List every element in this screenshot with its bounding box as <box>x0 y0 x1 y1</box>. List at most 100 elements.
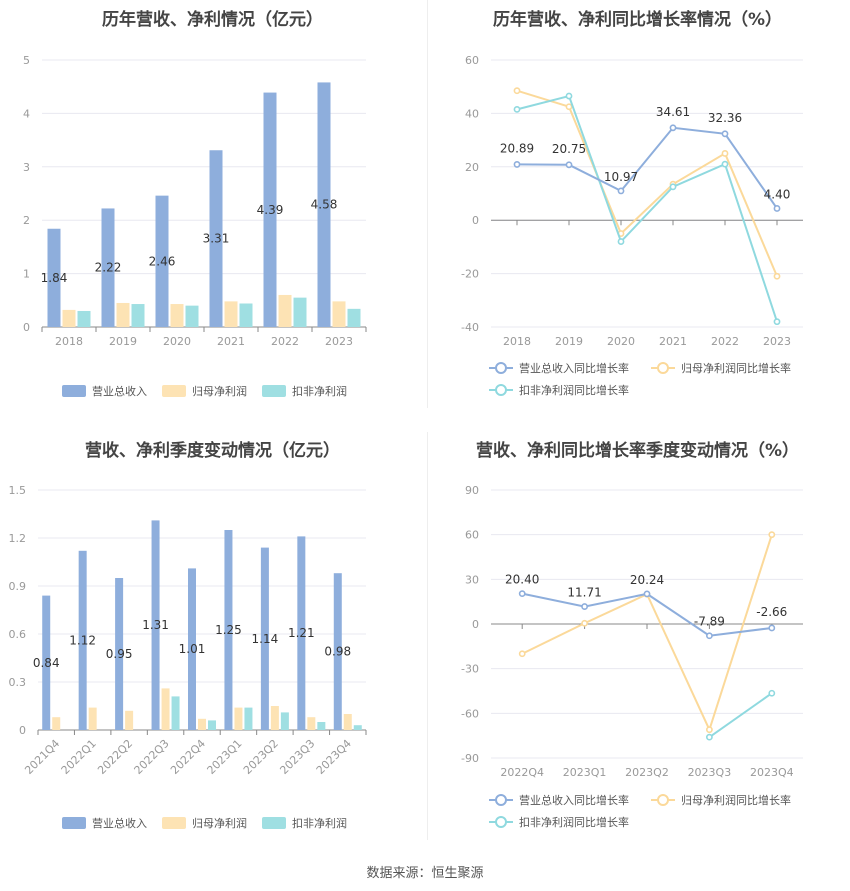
data-label: -2.66 <box>756 605 787 619</box>
x-tick-label: 2020 <box>607 335 635 348</box>
y-tick-label: 5 <box>23 54 30 67</box>
bar-net-profit <box>52 717 61 730</box>
bar-revenue <box>78 550 87 730</box>
legend-label: 营业总收入同比增长率 <box>519 361 629 375</box>
data-point <box>581 619 588 627</box>
y-tick-label: 20 <box>465 161 479 174</box>
y-tick-label: -20 <box>461 268 479 281</box>
y-tick-label: 1 <box>23 268 30 281</box>
y-tick-label: 40 <box>465 107 479 120</box>
data-point <box>705 733 713 741</box>
bar-deducted-profit <box>171 696 180 730</box>
chart-title: 营收、净利季度变动情况（亿元） <box>85 441 340 461</box>
y-tick-label: 1.5 <box>9 484 27 497</box>
data-label: 0.98 <box>324 645 351 659</box>
data-label: 1.84 <box>41 271 68 285</box>
y-tick-label: 60 <box>465 529 479 542</box>
x-tick-label: 2023Q3 <box>277 737 317 777</box>
legend-label: 扣非净利润同比增长率 <box>519 815 629 829</box>
legend-label: 扣非净利润同比增长率 <box>519 383 629 397</box>
bar-net-profit <box>343 714 352 730</box>
bar-revenue <box>155 195 169 327</box>
data-point <box>518 590 526 598</box>
bar-net-profit <box>224 301 238 327</box>
data-point <box>643 590 651 598</box>
bar-net-profit <box>198 718 206 730</box>
bar-net-profit <box>62 309 76 327</box>
data-point <box>617 238 625 245</box>
data-label: 20.24 <box>630 573 664 587</box>
bar-deducted-profit <box>77 310 91 327</box>
x-tick-label: 2021Q4 <box>22 737 62 777</box>
bar-net-profit <box>125 710 134 730</box>
y-tick-label: -90 <box>461 752 479 765</box>
y-tick-label: 0 <box>472 618 479 631</box>
vertical-divider <box>427 432 428 840</box>
data-point <box>518 650 526 658</box>
data-label: 20.75 <box>552 142 586 156</box>
series-line-1 <box>516 89 778 277</box>
data-point <box>565 161 573 169</box>
y-tick-label: 60 <box>465 54 479 67</box>
data-label: 32.36 <box>708 111 742 125</box>
legend-label: 扣非净利润 <box>292 816 347 830</box>
bar-revenue <box>333 573 342 730</box>
legend-swatch <box>62 385 86 397</box>
legend-swatch <box>62 817 86 829</box>
data-label: -7.89 <box>694 615 725 629</box>
bar-revenue <box>42 595 51 730</box>
bar-deducted-profit <box>317 722 326 730</box>
legend-swatch <box>262 817 286 829</box>
data-point <box>768 624 776 632</box>
legend-label: 营业总收入 <box>92 384 147 398</box>
legend-marker <box>657 362 669 374</box>
x-tick-label: 2022Q4 <box>500 766 544 779</box>
series-line-0 <box>516 126 778 210</box>
legend-label: 归母净利润 <box>192 384 247 398</box>
data-point <box>705 726 713 734</box>
quarterly-growth-panel: 营收、净利同比增长率季度变动情况（%） -90 -60 -30 0 30 60 90 2022… <box>425 428 850 848</box>
y-tick-label: -30 <box>461 663 479 676</box>
legend-marker <box>495 816 507 828</box>
annual-growth-panel: 历年营收、净利同比增长率情况（%） -40 -20 0 20 40 60 2018 2019 2… <box>425 0 850 420</box>
x-tick-label: 2023Q1 <box>205 737 245 777</box>
bar-revenue <box>260 547 269 730</box>
x-tick-label: 2023Q4 <box>314 737 354 777</box>
y-tick-label: 0.9 <box>9 580 27 593</box>
annual-revenue-profit-panel: 历年营收、净利情况（亿元） 0 1 2 3 4 5 1.84 2018 2.22 2019 2.46… <box>0 0 425 420</box>
y-tick-label: 30 <box>465 573 479 586</box>
quarterly-growth-chart: -90 -60 -30 0 30 60 90 2022Q4 2023Q1 2023Q2 2023Q3… <box>461 484 803 829</box>
bar-deducted-profit <box>131 304 145 327</box>
series-line-2 <box>708 692 773 738</box>
data-point <box>768 531 776 539</box>
data-label: 4.40 <box>764 187 791 201</box>
data-label: 1.21 <box>288 626 315 640</box>
data-label: 4.58 <box>311 198 338 212</box>
bar-deducted-profit <box>280 712 289 730</box>
y-tick-label: 1.2 <box>9 532 27 545</box>
x-tick-label: 2021 <box>217 335 245 348</box>
data-point <box>565 103 573 111</box>
legend-label: 归母净利润 <box>192 816 247 830</box>
data-point <box>565 92 573 100</box>
data-label: 10.97 <box>604 170 638 184</box>
bar-deducted-profit <box>208 720 216 730</box>
bar-revenue <box>115 578 124 730</box>
x-tick-label: 2022 <box>711 335 739 348</box>
data-point <box>721 150 729 157</box>
data-point <box>773 205 781 212</box>
bar-net-profit <box>270 706 279 730</box>
data-label: 1.25 <box>215 623 242 637</box>
data-label: 20.40 <box>505 573 539 587</box>
y-tick-label: 90 <box>465 484 479 497</box>
y-tick-label: 0 <box>23 321 30 334</box>
data-point <box>513 87 521 95</box>
data-source: 数据来源：恒生聚源 <box>366 866 484 881</box>
legend-marker <box>495 384 507 396</box>
y-tick-label: 2 <box>23 214 30 227</box>
legend-label: 归母净利润同比增长率 <box>681 793 791 807</box>
bar-revenue <box>47 228 61 327</box>
bar-net-profit <box>307 717 316 730</box>
bar-net-profit <box>88 707 97 730</box>
bar-deducted-profit <box>185 305 199 327</box>
